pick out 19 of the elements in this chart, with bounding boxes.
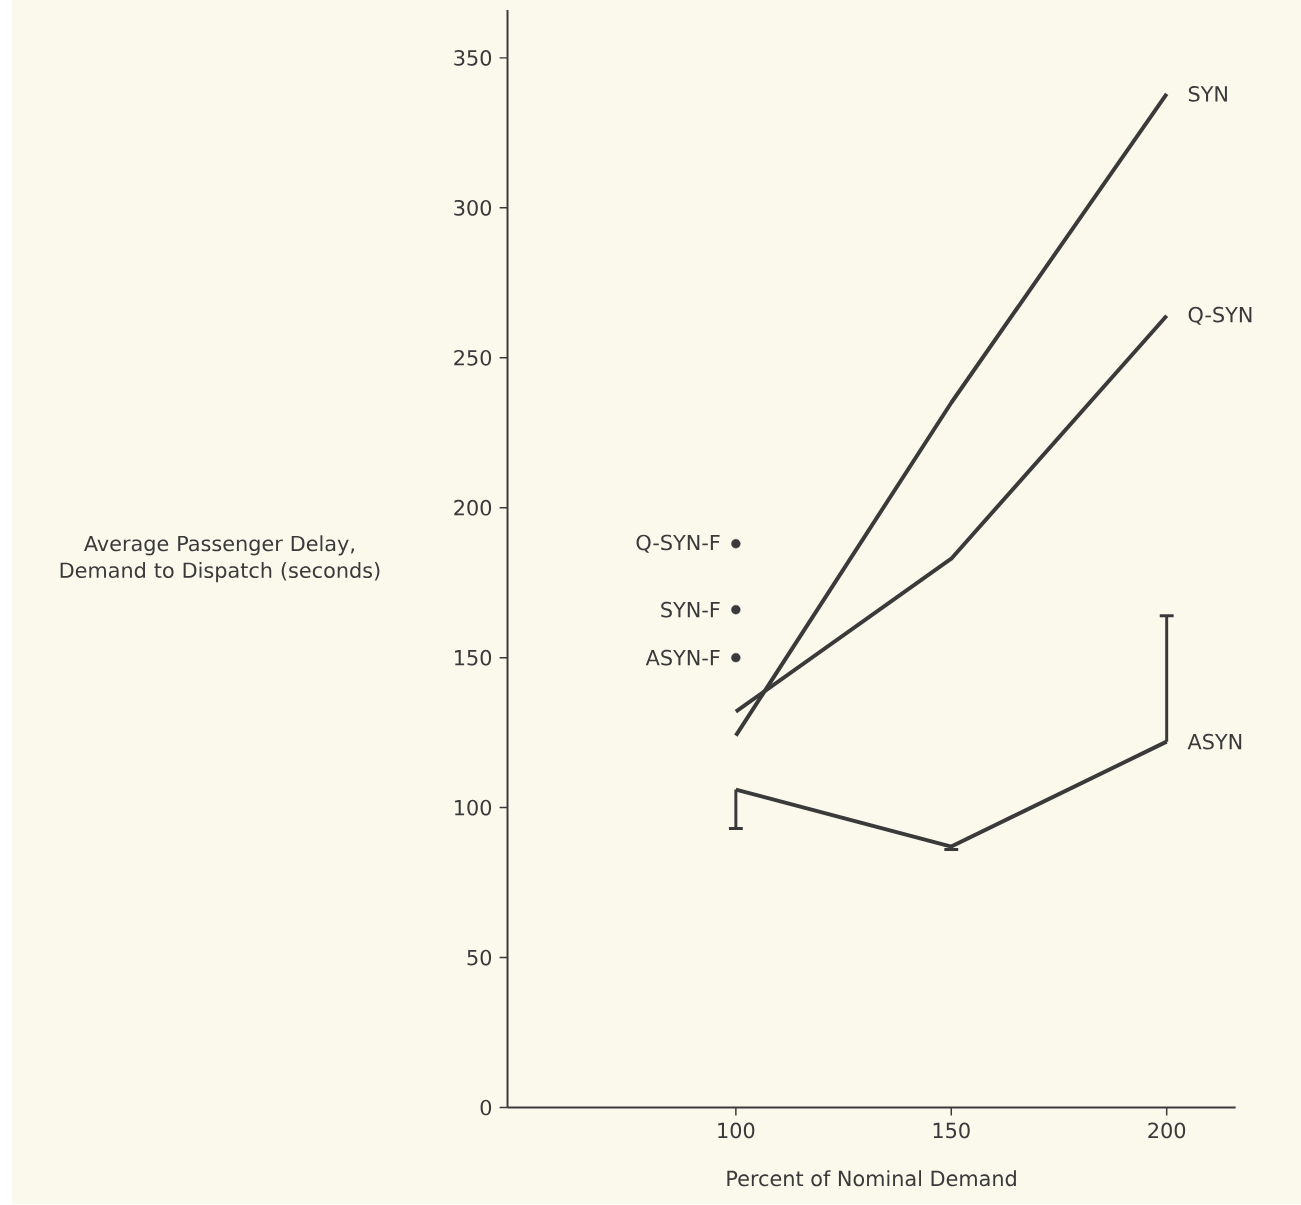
y-tick-label: 50 bbox=[467, 949, 492, 966]
y-tick-label: 150 bbox=[455, 649, 492, 666]
y-tick-label: 250 bbox=[454, 350, 492, 366]
x-tick-label: 150 bbox=[933, 1122, 970, 1139]
y-tick-label: 200 bbox=[454, 500, 492, 516]
series-label: Q-SYN bbox=[1188, 306, 1252, 326]
x-tick-label: 100 bbox=[718, 1122, 755, 1139]
series-label: ASYN bbox=[1187, 733, 1242, 750]
y-tick-label: 300 bbox=[454, 200, 492, 216]
x-axis-title: Percent of Nominal Demand bbox=[727, 1170, 1016, 1187]
series-label: Q-SYN-F bbox=[636, 534, 720, 553]
x-tick-label: 200 bbox=[1148, 1122, 1186, 1139]
series-label: SYN-F bbox=[661, 602, 720, 618]
y-axis-title: Average Passenger Delay, Demand to Dispatch (seconds) bbox=[60, 535, 380, 583]
series-label: ASYN-F bbox=[645, 649, 720, 666]
y-tick-label: 350 bbox=[454, 50, 492, 66]
y-tick-label: 0 bbox=[480, 1099, 492, 1116]
series-label: SYN bbox=[1188, 86, 1227, 102]
y-tick-label: 100 bbox=[455, 799, 492, 816]
